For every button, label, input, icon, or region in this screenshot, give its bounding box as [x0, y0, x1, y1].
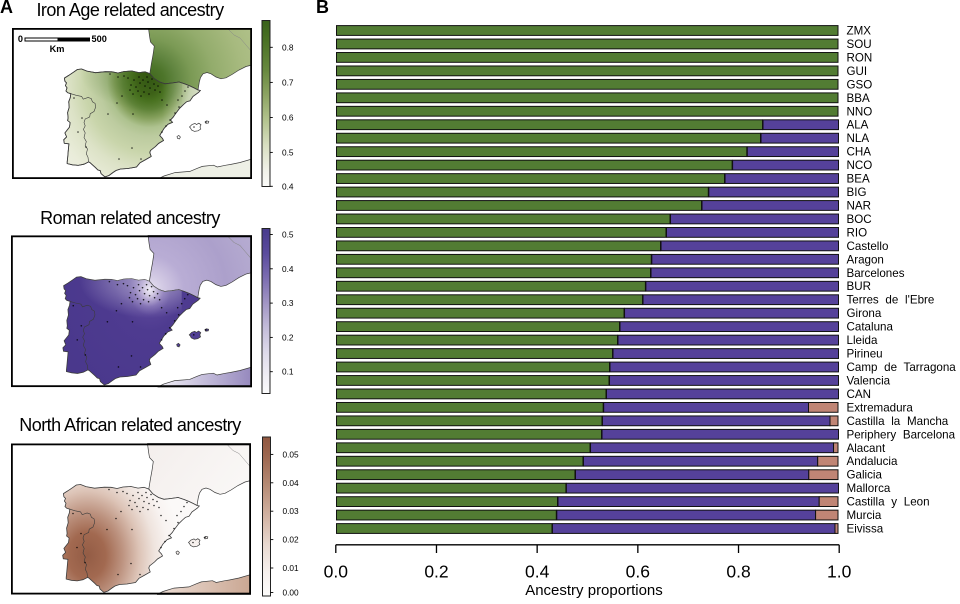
svg-text:Pirineu: Pirineu [847, 348, 883, 361]
svg-text:0.01: 0.01 [283, 563, 300, 573]
svg-text:Cataluna: Cataluna [847, 321, 894, 334]
svg-text:0.04: 0.04 [283, 478, 300, 488]
svg-text:0.02: 0.02 [283, 535, 300, 545]
svg-text:0.3: 0.3 [282, 298, 294, 308]
svg-text:Ancestry proportions: Ancestry proportions [525, 582, 663, 599]
svg-text:Castilla la Mancha: Castilla la Mancha [847, 415, 949, 428]
svg-text:Murcia: Murcia [847, 509, 882, 522]
svg-text:NLA: NLA [847, 132, 870, 145]
svg-text:Castello: Castello [847, 240, 889, 253]
svg-text:Periphery Barcelona: Periphery Barcelona [847, 428, 956, 441]
svg-text:RON: RON [847, 51, 873, 64]
svg-text:ALA: ALA [847, 119, 869, 132]
svg-text:0.5: 0.5 [282, 147, 294, 157]
svg-text:Galicia: Galicia [847, 469, 883, 482]
svg-text:0.0: 0.0 [324, 562, 349, 582]
svg-text:CAN: CAN [847, 388, 871, 401]
svg-text:0.6: 0.6 [626, 562, 650, 582]
svg-text:0.8: 0.8 [282, 42, 294, 52]
svg-text:BEA: BEA [847, 173, 870, 186]
svg-text:SOU: SOU [847, 38, 872, 51]
svg-text:Lleida: Lleida [847, 334, 878, 347]
svg-text:Valencia: Valencia [847, 374, 891, 387]
svg-text:Extremadura: Extremadura [847, 401, 914, 414]
svg-text:Andalucia: Andalucia [847, 455, 898, 468]
svg-text:0.4: 0.4 [282, 264, 294, 274]
svg-text:Castilla y Leon: Castilla y Leon [847, 496, 930, 509]
svg-text:CHA: CHA [847, 146, 872, 159]
svg-text:Mallorca: Mallorca [847, 482, 891, 495]
svg-text:0.03: 0.03 [283, 506, 300, 516]
svg-text:0.8: 0.8 [726, 562, 750, 582]
svg-text:Eivissa: Eivissa [847, 523, 884, 536]
svg-text:Alacant: Alacant [847, 442, 886, 455]
svg-text:0.5: 0.5 [282, 230, 294, 240]
svg-text:NNO: NNO [847, 105, 873, 118]
svg-text:0.4: 0.4 [282, 181, 294, 191]
svg-text:Camp de Tarragona: Camp de Tarragona [847, 361, 957, 374]
svg-text:Aragon: Aragon [847, 253, 884, 266]
svg-text:Km: Km [49, 43, 64, 53]
svg-text:0.00: 0.00 [283, 588, 300, 598]
svg-text:Girona: Girona [847, 307, 882, 320]
svg-text:BBA: BBA [847, 92, 870, 105]
svg-text:GSO: GSO [847, 78, 873, 91]
svg-text:0.2: 0.2 [282, 332, 294, 342]
svg-text:0.2: 0.2 [424, 562, 448, 582]
svg-text:0.1: 0.1 [282, 367, 294, 377]
svg-text:1.0: 1.0 [827, 562, 852, 582]
svg-text:NAR: NAR [847, 199, 871, 212]
svg-text:ZMX: ZMX [847, 25, 872, 38]
svg-text:0: 0 [17, 34, 22, 44]
svg-text:Terres de l'Ebre: Terres de l'Ebre [847, 294, 935, 307]
svg-text:Barcelones: Barcelones [847, 267, 905, 280]
svg-text:BUR: BUR [847, 280, 871, 293]
svg-text:0.7: 0.7 [282, 77, 294, 87]
svg-text:500: 500 [91, 34, 106, 44]
svg-text:0.6: 0.6 [282, 113, 294, 123]
svg-text:GUI: GUI [847, 65, 868, 78]
svg-text:RIO: RIO [847, 226, 868, 239]
svg-text:BOC: BOC [847, 213, 872, 226]
svg-text:BIG: BIG [847, 186, 867, 199]
svg-text:NCO: NCO [847, 159, 873, 172]
svg-text:0.4: 0.4 [525, 562, 550, 582]
svg-text:0.05: 0.05 [283, 449, 300, 459]
